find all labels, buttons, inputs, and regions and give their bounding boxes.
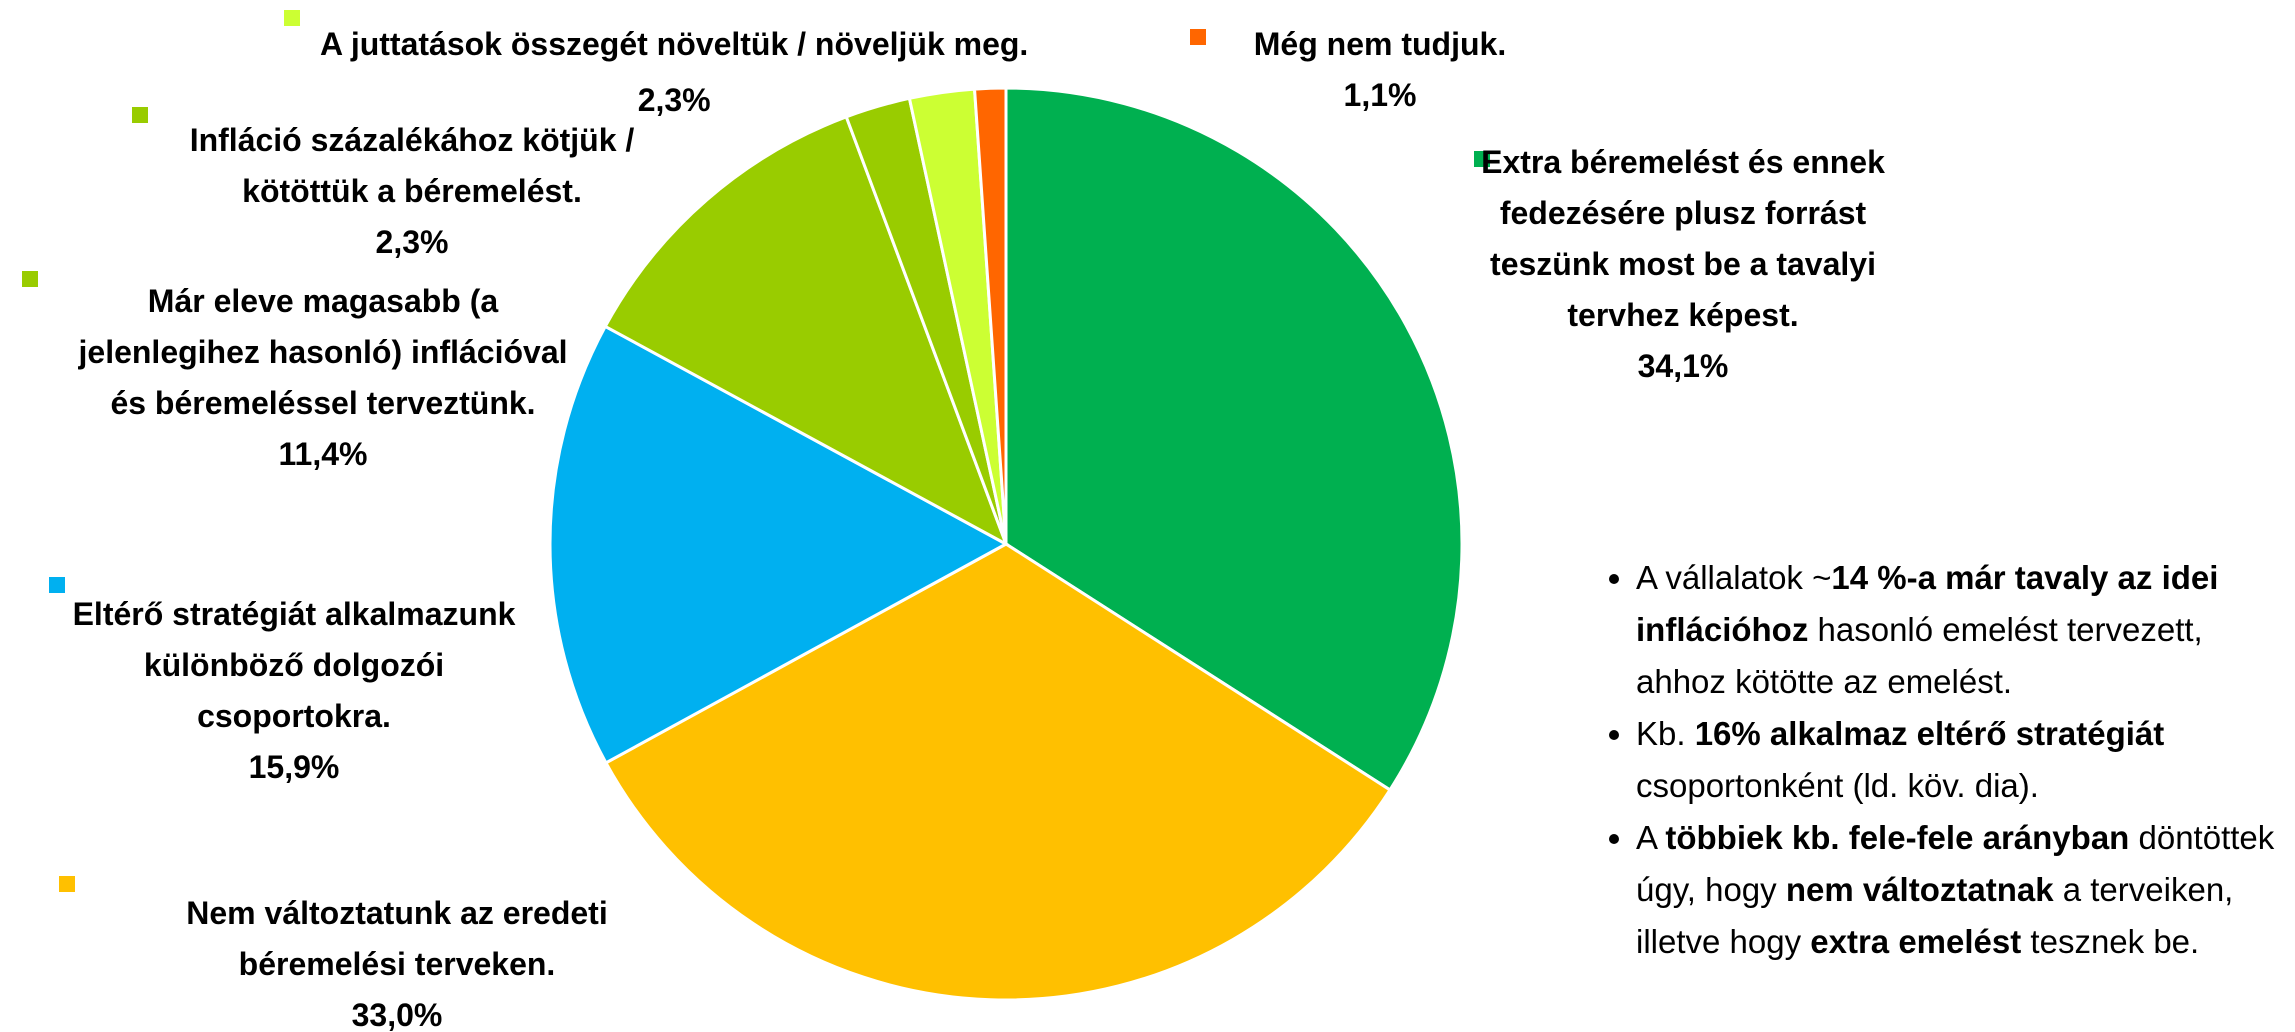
note-text: 14 %-a már tavaly az idei inflációhoz [1636,559,2219,648]
slice-label: Már eleve magasabb (a jelenlegihez hason… [68,276,578,480]
value-label: 11,4% [278,436,368,472]
category-label: A juttatások összegét növeltük / növeljü… [320,26,1029,62]
notes: A vállalatok ~14 %-a már tavaly az idei … [1600,552,2295,968]
value-label: 34,1% [1637,348,1729,384]
note-text: csoportonként (ld. köv. dia). [1636,767,2039,804]
slice-label: Eltérő stratégiát alkalmazunk különböző … [64,589,524,793]
value-label: 33,0% [351,997,443,1032]
pie-slice [603,114,1009,548]
pie-slice [972,86,1008,545]
note-text: A vállalatok ~ [1636,559,1832,596]
note-text: 16% alkalmaz eltérő stratégiát [1694,715,2165,752]
category-label: Már eleve magasabb (a jelenlegihez hason… [78,283,568,421]
note-item: A vállalatok ~14 %-a már tavaly az idei … [1636,552,2295,708]
legend-marker [1474,151,1490,167]
legend-marker [1190,29,1206,45]
value-label: 1,1% [1343,77,1417,113]
slice-label: Nem változtatunk az eredeti béremelési t… [132,888,662,1032]
legend-marker [59,876,75,892]
pie-slice [548,324,1010,765]
category-label: Extra béremelést és ennek fedezésére plu… [1481,144,1885,333]
category-label: Infláció százalékához kötjük / kötöttük … [189,122,635,209]
note-text: A [1636,819,1666,856]
category-label: Eltérő stratégiát alkalmazunk különböző … [72,596,516,734]
note-text: nem változtatnak [1785,871,2054,908]
note-text: hasonló emelést tervezett, ahhoz kötötte… [1636,611,2203,700]
legend-marker [284,10,300,26]
legend-marker [132,107,148,123]
legend-marker [49,577,65,593]
value-label: 2,3% [637,82,711,118]
note-item: Kb. 16% alkalmaz eltérő stratégiát csopo… [1636,708,2295,812]
pie-slice [1004,86,1464,793]
slice-label: Infláció százalékához kötjük / kötöttük … [162,115,662,268]
note-text: többiek kb. fele-fele arányban [1665,819,2130,856]
note-text: döntöttek úgy, hogy [1636,819,2275,908]
value-label: 15,9% [248,749,340,785]
note-text: extra emelést [1810,923,2022,960]
note-text: Kb. [1636,715,1695,752]
legend-marker [22,271,38,287]
value-label: 2,3% [375,224,449,260]
category-label: Nem változtatunk az eredeti béremelési t… [186,895,608,982]
slice-label: Még nem tudjuk. 1,1% [1230,19,1530,121]
note-text: tesznek be. [2021,923,2200,960]
slice-label: Extra béremelést és ennek fedezésére plu… [1478,137,1888,392]
note-text: a terveiken, illetve hogy [1636,871,2234,960]
category-label: Még nem tudjuk. [1253,26,1507,62]
note-item: A többiek kb. fele-fele arányban döntött… [1636,812,2295,968]
pie-slice [603,542,1393,1002]
slice-label: A juttatások összegét növeltük / növeljü… [320,19,1028,126]
